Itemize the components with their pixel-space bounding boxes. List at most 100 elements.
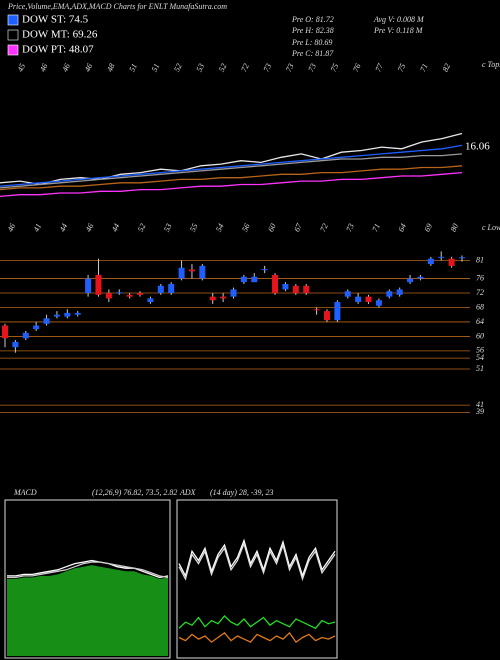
candle-body	[64, 312, 71, 317]
candle-body	[292, 285, 299, 294]
candle-body	[137, 293, 144, 295]
candle-body	[220, 296, 227, 299]
extreme-label: 73	[262, 62, 274, 73]
info: Pre L: 80.69	[291, 38, 332, 47]
series-line	[0, 132, 463, 186]
info: Pre O: 81.72	[291, 15, 334, 24]
legend-swatch	[7, 44, 19, 56]
candle-body	[417, 276, 424, 279]
caption: c Lows	[482, 223, 500, 232]
panel-subtitle: (14 day) 28, -39, 23	[210, 488, 274, 497]
extreme-label: 72	[239, 62, 251, 73]
candle-body	[355, 296, 362, 303]
series-line	[178, 538, 336, 578]
y-tick-label: 72	[476, 288, 484, 297]
extreme-label: 46	[84, 222, 96, 233]
extreme-label: 52	[136, 222, 148, 233]
extreme-label: 46	[83, 62, 95, 73]
candle-body	[407, 278, 414, 283]
legend-label: DOW ST: 74.5	[22, 14, 89, 26]
info: Avg V: 0.008 M	[373, 15, 425, 24]
extreme-label: 55	[188, 222, 200, 233]
extreme-label: 51	[150, 62, 162, 73]
candle-body	[230, 289, 237, 297]
extreme-label: 60	[266, 222, 278, 233]
candle-body	[126, 294, 133, 297]
candle-body	[334, 302, 341, 321]
candle-body	[375, 300, 382, 306]
extreme-label: 71	[370, 222, 382, 233]
series-line	[7, 559, 169, 579]
candle-body	[22, 332, 29, 339]
extreme-label: 64	[397, 222, 409, 233]
candle-body	[157, 285, 164, 294]
candle-body	[199, 265, 206, 279]
y-tick-label: 60	[476, 331, 484, 340]
extreme-label: 53	[162, 222, 174, 233]
candle-body	[427, 258, 434, 265]
candle-body	[396, 289, 403, 295]
extreme-label: 73	[284, 62, 296, 73]
series-line	[178, 615, 336, 630]
extreme-label: 76	[351, 62, 363, 73]
y-tick-label: 39	[475, 407, 484, 416]
y-tick-label: 64	[476, 317, 484, 326]
legend-swatch	[7, 29, 19, 41]
extreme-label: 69	[423, 222, 435, 233]
candle-body	[209, 296, 216, 301]
candle-body	[365, 296, 372, 303]
series-line	[0, 165, 463, 191]
series-area	[7, 565, 168, 656]
extreme-label: 56	[240, 222, 252, 233]
panel-title: MACD	[13, 488, 37, 497]
page-title: Price,Volume,EMA,ADX,MACD Charts for ENL…	[7, 2, 227, 11]
extreme-label: 75	[329, 62, 341, 73]
extreme-label: 44	[58, 222, 70, 233]
legend-label: DOW PT: 48.07	[22, 44, 94, 56]
candle-body	[116, 292, 123, 294]
extreme-label: 45	[16, 62, 28, 73]
extreme-label: 71	[418, 62, 430, 73]
candle-body	[386, 291, 393, 297]
extreme-label: 67	[292, 221, 304, 233]
extreme-label: 75	[396, 62, 408, 73]
y-tick-label: 68	[476, 302, 484, 311]
candle-body	[272, 274, 279, 294]
candle-body	[74, 312, 81, 315]
legend-label: DOW MT: 69.26	[22, 29, 98, 41]
candle-body	[105, 293, 112, 299]
y-tick-label: 51	[476, 364, 484, 373]
candle-body	[43, 318, 50, 324]
extreme-label: 73	[344, 222, 356, 233]
extreme-label: 53	[195, 62, 207, 73]
ema-label: 16.06	[465, 141, 490, 153]
candle-body	[303, 285, 310, 294]
extreme-label: 73	[306, 62, 318, 73]
candle-body	[251, 276, 258, 283]
series-line	[0, 144, 463, 187]
candle-body	[178, 267, 185, 279]
extreme-label: 80	[449, 222, 461, 233]
candle-body	[323, 311, 330, 321]
y-tick-label: 54	[476, 353, 484, 362]
y-tick-label: 41	[476, 400, 484, 409]
candle-body	[344, 291, 351, 297]
candle-body	[85, 278, 92, 294]
extreme-label: 41	[32, 222, 44, 233]
candle-body	[53, 314, 60, 317]
candle-body	[448, 258, 455, 266]
candle-body	[33, 325, 40, 330]
y-tick-label: 81	[476, 255, 484, 264]
candle-body	[2, 325, 8, 339]
extreme-label: 72	[318, 222, 330, 233]
info: Pre V: 0.118 M	[373, 26, 424, 35]
y-tick-label: 76	[476, 273, 484, 282]
candle-body	[438, 256, 445, 258]
info: Pre C: 81.87	[291, 49, 334, 58]
extreme-label: 44	[110, 222, 122, 233]
series-line	[178, 631, 336, 644]
candle-body	[459, 257, 465, 259]
candle-body	[240, 276, 247, 283]
extreme-label: 46	[6, 222, 18, 233]
